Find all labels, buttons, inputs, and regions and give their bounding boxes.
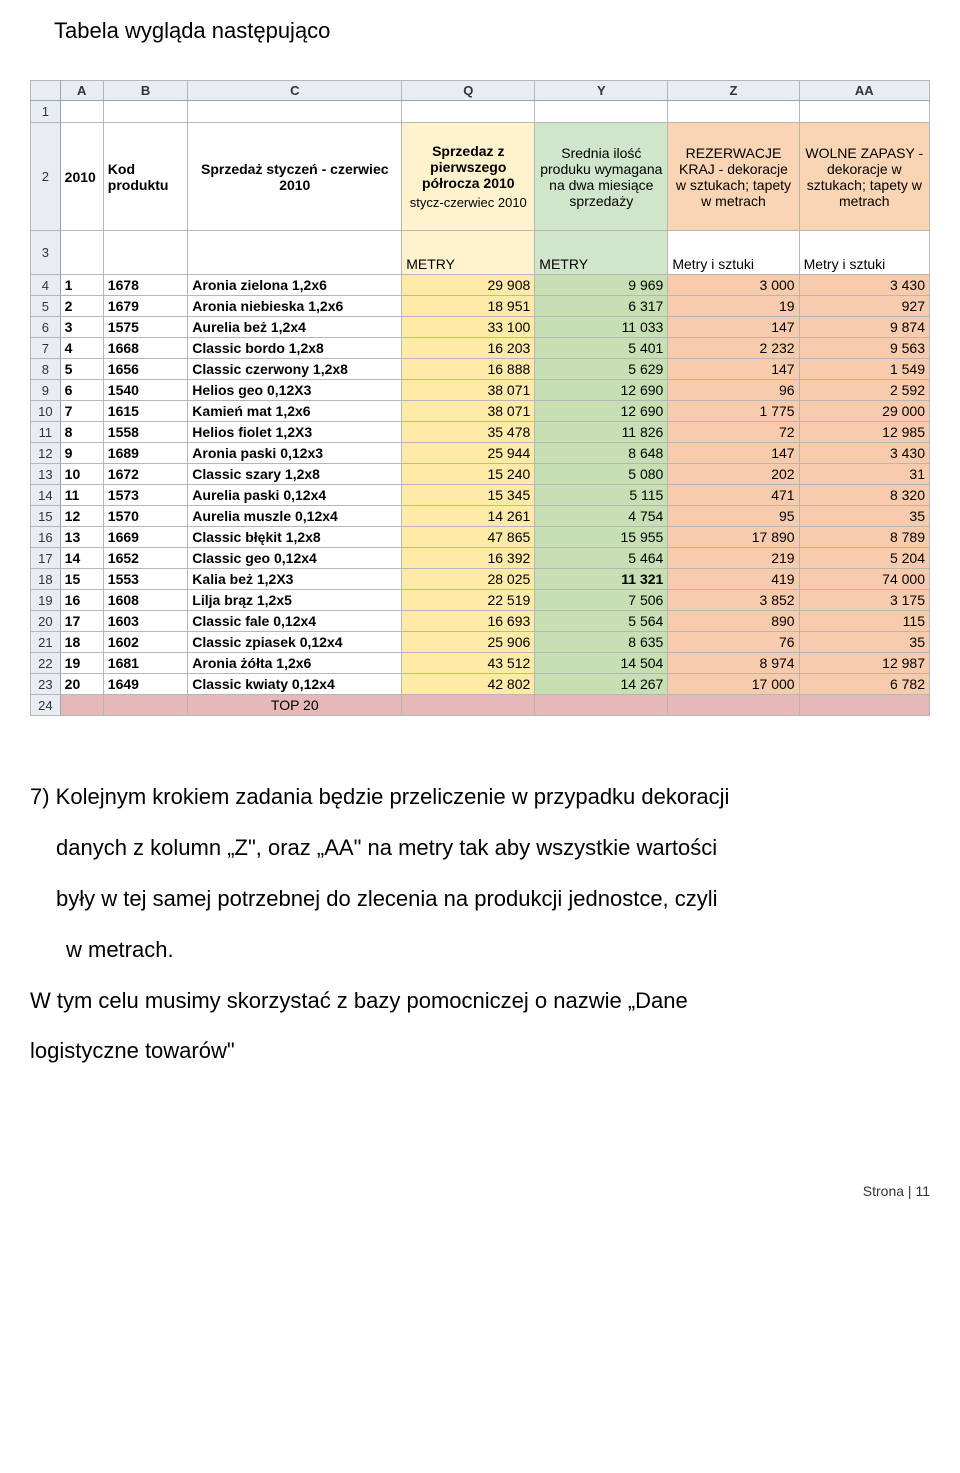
body-line-4: w metrach.: [30, 929, 930, 972]
table-row: 22191681Aronia żółta 1,2x643 51214 5048 …: [31, 653, 930, 674]
table-row: 741668Classic bordo 1,2x816 2035 4012 23…: [31, 338, 930, 359]
table-row: 521679Aronia niebieska 1,2x618 9516 3171…: [31, 296, 930, 317]
table-row: 14111573Aurelia paski 0,12x415 3455 1154…: [31, 485, 930, 506]
table-row: 961540Helios geo 0,12X338 07112 690962 5…: [31, 380, 930, 401]
table-row: 20171603Classic fale 0,12x416 6935 56489…: [31, 611, 930, 632]
column-letters-row: ABCQYZAA: [31, 81, 930, 101]
spreadsheet-table: ABCQYZAA1 22010Kod produktuSprzedaż styc…: [30, 80, 930, 716]
table-row: 19161608Lilja brąz 1,2x522 5197 5063 852…: [31, 590, 930, 611]
body-line-2: danych z kolumn „Z", oraz „AA" na metry …: [30, 827, 930, 870]
table-row: 18151553Kalia beż 1,2X328 02511 32141974…: [31, 569, 930, 590]
table-row: 851656Classic czerwony 1,2x816 8885 6291…: [31, 359, 930, 380]
table-row: 1181558Helios fiolet 1,2X335 47811 82672…: [31, 422, 930, 443]
header-row: 22010Kod produktuSprzedaż styczeń - czer…: [31, 123, 930, 231]
body-line-1: 7) Kolejnym krokiem zadania będzie przel…: [30, 776, 930, 819]
table-row: 16131669Classic błękit 1,2x847 86515 955…: [31, 527, 930, 548]
table-row: 13101672Classic szary 1,2x815 2405 08020…: [31, 464, 930, 485]
row-1: 1: [31, 101, 930, 123]
table-row: 631575Aurelia beż 1,2x433 10011 0331479 …: [31, 317, 930, 338]
table-row: 15121570Aurelia muszle 0,12x414 2614 754…: [31, 506, 930, 527]
body-line-6: logistyczne towarów": [30, 1030, 930, 1073]
table-row: 1291689Aronia paski 0,12x325 9448 648147…: [31, 443, 930, 464]
table-row: 21181602Classic zpiasek 0,12x425 9068 63…: [31, 632, 930, 653]
title-text: Tabela wygląda następująco: [54, 18, 930, 44]
body-line-3: były w tej samej potrzebnej do zlecenia …: [30, 878, 930, 921]
page-footer: Strona | 11: [30, 1183, 930, 1199]
table-row: 1071615Kamień mat 1,2x638 07112 6901 775…: [31, 401, 930, 422]
top20-row: 24TOP 20: [31, 695, 930, 716]
table-row: 411678Aronia zielona 1,2x629 9089 9693 0…: [31, 275, 930, 296]
table-row: 23201649Classic kwiaty 0,12x442 80214 26…: [31, 674, 930, 695]
body-text-block: 7) Kolejnym krokiem zadania będzie przel…: [30, 776, 930, 1073]
units-row: 3METRYMETRYMetry i sztukiMetry i sztuki: [31, 231, 930, 275]
table-row: 17141652Classic geo 0,12x416 3925 464219…: [31, 548, 930, 569]
body-line-5: W tym celu musimy skorzystać z bazy pomo…: [30, 980, 930, 1023]
